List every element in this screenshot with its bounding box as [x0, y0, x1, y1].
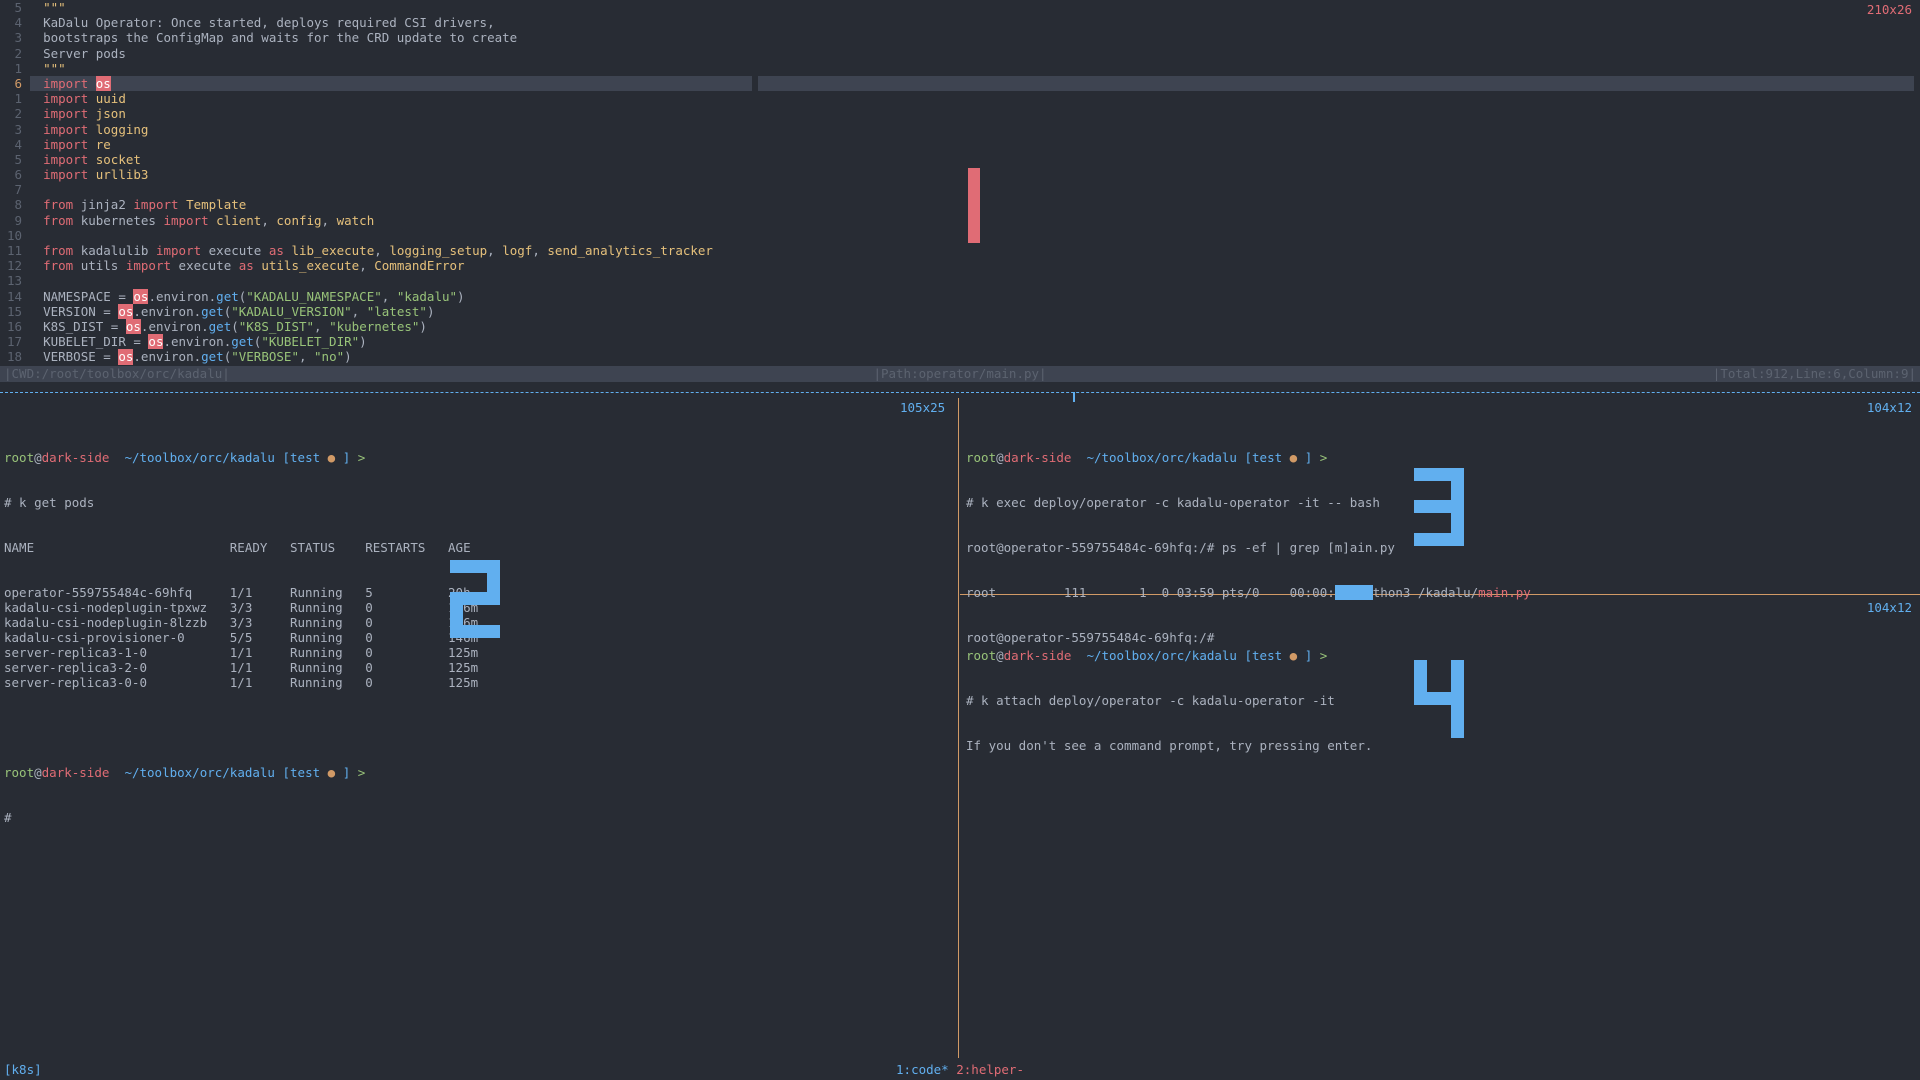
pane4-line2: If you don't see a command prompt, try p… [966, 738, 1916, 753]
code-line[interactable]: 6 import os [0, 76, 1920, 91]
code-line[interactable]: 8 from jinja2 import Template [0, 197, 1920, 212]
code-line[interactable]: 3 bootstraps the ConfigMap and waits for… [0, 30, 1920, 45]
gutter-number: 7 [0, 182, 28, 197]
pane2-cursor[interactable]: # [4, 810, 954, 825]
pane3-prompt-line: root@dark-side ~/toolbox/orc/kadalu [tes… [966, 450, 1916, 465]
code-line[interactable]: 2 Server pods [0, 46, 1920, 61]
gutter-number: 5 [0, 152, 28, 167]
gutter-number: 10 [0, 228, 28, 243]
code-line[interactable]: 18 VERBOSE = os.environ.get("VERBOSE", "… [0, 349, 1920, 364]
split-accent [1073, 392, 1075, 402]
pane2-prompt-line: root@dark-side ~/toolbox/orc/kadalu [tes… [4, 450, 954, 465]
tmux-statusbar: [k8s] 1:code* 2:helper- [0, 1062, 1920, 1080]
code-line[interactable]: 2 import json [0, 106, 1920, 121]
code-line[interactable]: 10 [0, 228, 1920, 243]
gutter-number: 6 [0, 76, 28, 91]
gutter-number: 5 [0, 0, 28, 15]
editor-pane[interactable]: 5 """4 KaDalu Operator: Once started, de… [0, 0, 1920, 382]
status-pos: |Total:912,Line:6,Column:9| [1713, 366, 1916, 382]
code-line[interactable]: 4 import re [0, 137, 1920, 152]
code-line[interactable]: 9 from kubernetes import client, config,… [0, 213, 1920, 228]
code-body[interactable]: 5 """4 KaDalu Operator: Once started, de… [0, 0, 1920, 365]
pane3-size-label: 104x12 [1867, 400, 1912, 415]
table-row: server-replica3-0-0 1/1 Running 0 125m [4, 675, 954, 690]
tmux-windows[interactable]: 1:code* 2:helper- [896, 1062, 1024, 1077]
gutter-number: 2 [0, 106, 28, 121]
editor-statusbar: |CWD:/root/toolbox/orc/kadalu| |Path:ope… [0, 366, 1920, 382]
code-line[interactable]: 14 NAMESPACE = os.environ.get("KADALU_NA… [0, 289, 1920, 304]
pane-number-1 [968, 168, 980, 243]
gutter-number: 15 [0, 304, 28, 319]
gutter-number: 9 [0, 213, 28, 228]
code-line[interactable]: 4 KaDalu Operator: Once started, deploys… [0, 15, 1920, 30]
gutter-number: 17 [0, 334, 28, 349]
code-line[interactable]: 16 K8S_DIST = os.environ.get("K8S_DIST",… [0, 319, 1920, 334]
gutter-number: 18 [0, 349, 28, 364]
gutter-number: 6 [0, 167, 28, 182]
code-line[interactable]: 6 import urllib3 [0, 167, 1920, 182]
code-line[interactable]: 1 import uuid [0, 91, 1920, 106]
pane-divider-vertical[interactable] [958, 398, 959, 1058]
gutter-number: 13 [0, 273, 28, 288]
pane2-table-header: NAME READY STATUS RESTARTS AGE [4, 540, 954, 555]
gutter-number: 14 [0, 289, 28, 304]
table-row: server-replica3-1-0 1/1 Running 0 125m [4, 645, 954, 660]
gutter-number: 8 [0, 197, 28, 212]
pane-number-3 [1414, 468, 1464, 546]
pane3-line3: root 111 1 0 03:59 pts/0 00:00: thon3 /k… [966, 585, 1916, 600]
pane-number-2 [450, 560, 500, 638]
gutter-number: 11 [0, 243, 28, 258]
gutter-number: 2 [0, 46, 28, 61]
status-path: |Path:operator/main.py| [873, 366, 1046, 382]
code-line[interactable]: 5 import socket [0, 152, 1920, 167]
gutter-number: 1 [0, 91, 28, 106]
code-line[interactable]: 11 from kadalulib import execute as lib_… [0, 243, 1920, 258]
code-line[interactable]: 1 """ [0, 61, 1920, 76]
pane2-cmd: # k get pods [4, 495, 954, 510]
code-line[interactable]: 17 KUBELET_DIR = os.environ.get("KUBELET… [0, 334, 1920, 349]
code-line[interactable]: 12 from utils import execute as utils_ex… [0, 258, 1920, 273]
tmux-session[interactable]: [k8s] [4, 1062, 42, 1077]
pane2-prompt-line-2: root@dark-side ~/toolbox/orc/kadalu [tes… [4, 765, 954, 780]
gutter-number: 4 [0, 137, 28, 152]
gutter-number: 16 [0, 319, 28, 334]
pane-number-4 [1414, 660, 1464, 738]
code-line[interactable]: 13 [0, 273, 1920, 288]
gutter-number: 3 [0, 122, 28, 137]
gutter-number: 1 [0, 61, 28, 76]
gutter-number: 3 [0, 30, 28, 45]
status-cwd: |CWD:/root/toolbox/orc/kadalu| [4, 366, 230, 382]
code-line[interactable]: 15 VERSION = os.environ.get("KADALU_VERS… [0, 304, 1920, 319]
code-line[interactable]: 5 """ [0, 0, 1920, 15]
pane-divider-editor-bottom [0, 392, 1920, 393]
table-row: server-replica3-2-0 1/1 Running 0 125m [4, 660, 954, 675]
pane4-size-label: 104x12 [1867, 600, 1912, 615]
code-line[interactable]: 7 [0, 182, 1920, 197]
code-line[interactable]: 3 import logging [0, 122, 1920, 137]
gutter-number: 4 [0, 15, 28, 30]
gutter-number: 12 [0, 258, 28, 273]
pane2-size-label: 105x25 [900, 400, 945, 415]
